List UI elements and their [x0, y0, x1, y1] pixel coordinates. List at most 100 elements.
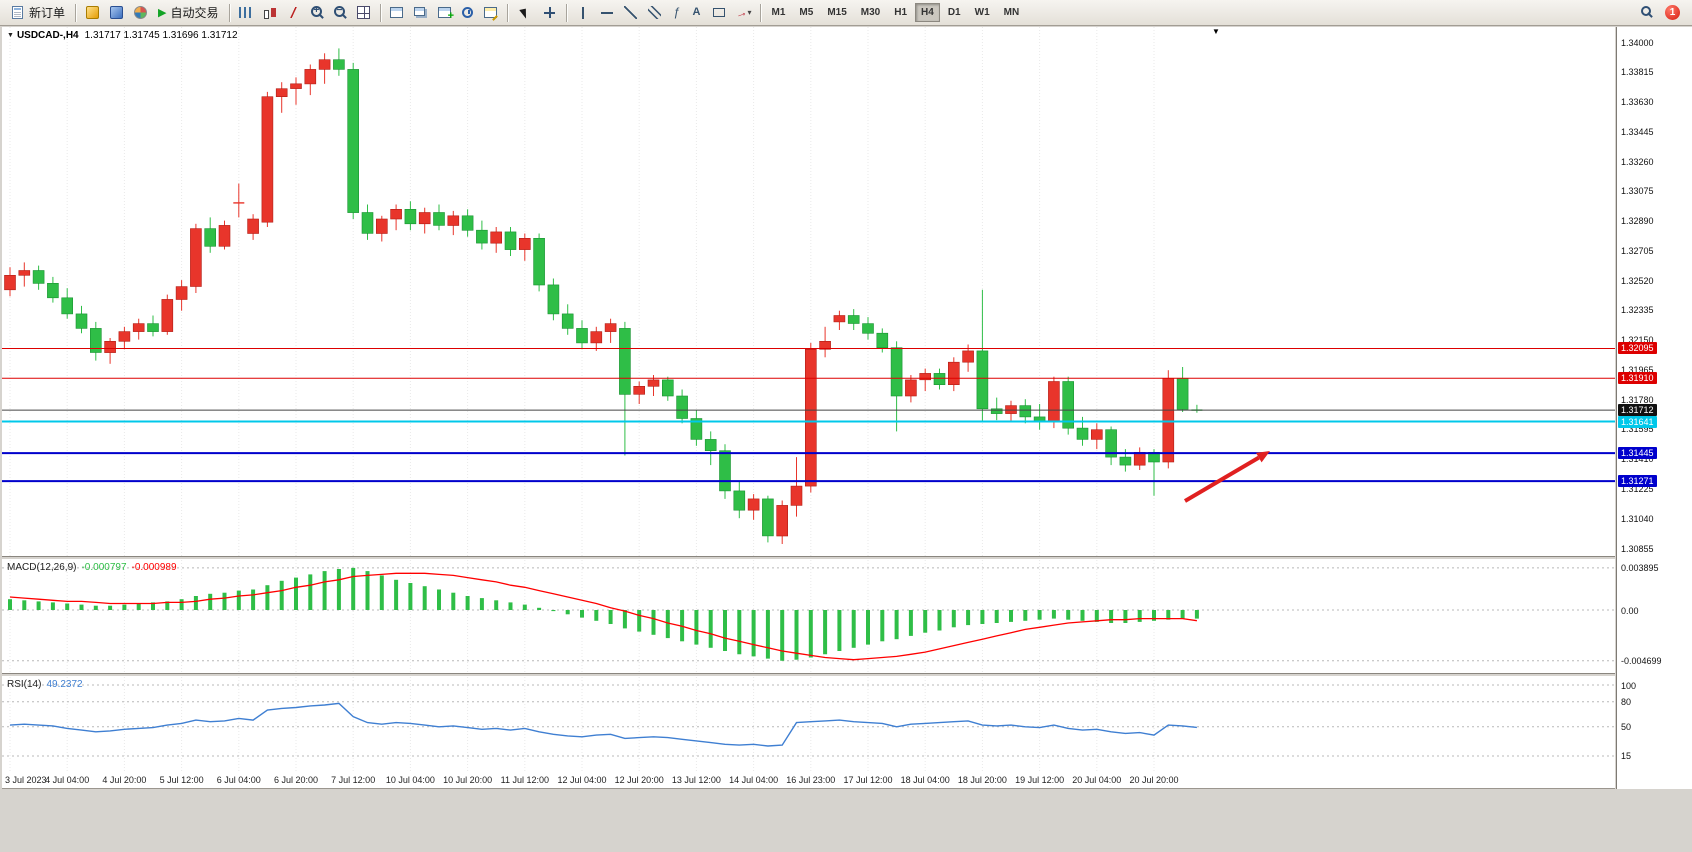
zoom-in-button[interactable] — [306, 1, 329, 25]
price-axis[interactable]: 1.34000 1.33815 1.33630 1.33445 1.33260 1.330… — [1616, 27, 1692, 789]
candle — [4, 267, 16, 297]
timeframe-d1-button[interactable]: D1 — [942, 3, 967, 22]
horizontal-line-tool-button[interactable] — [595, 1, 619, 25]
candle — [633, 381, 646, 404]
candle — [1048, 376, 1060, 429]
indicators-button[interactable] — [433, 1, 457, 25]
rsi-chart[interactable] — [2, 677, 1615, 771]
time-tick-label: 16 Jul 23:00 — [786, 775, 836, 785]
candle — [962, 344, 974, 372]
price-tick-label: 1.34000 — [1621, 37, 1654, 48]
candle — [104, 338, 116, 364]
macd-signal-line — [9, 572, 1197, 661]
zoom-out-button[interactable] — [329, 1, 352, 25]
timeframe-h4-button[interactable]: H4 — [915, 3, 940, 22]
price-level-tag: 1.31271 — [1618, 475, 1657, 488]
templates-button[interactable] — [479, 1, 503, 25]
price-tick-label: 1.32335 — [1621, 305, 1654, 316]
price-tick-label: 1.31595 — [1621, 424, 1654, 435]
line-chart-mode-button[interactable] — [282, 1, 306, 25]
rsi-tick-label: 50 — [1621, 722, 1632, 733]
candle — [361, 204, 374, 240]
tile-windows-button[interactable] — [352, 1, 376, 25]
macd-chart[interactable] — [2, 560, 1615, 673]
timeframe-m15-button[interactable]: M15 — [821, 3, 852, 22]
candle — [704, 431, 717, 466]
candle — [947, 357, 960, 392]
new-chart-button[interactable] — [385, 1, 409, 25]
time-tick-label: 10 Jul 04:00 — [385, 775, 435, 785]
autotrading-button[interactable]: ▶ 自动交易 — [152, 2, 224, 24]
fibonacci-tool-button[interactable]: ƒ — [667, 1, 687, 25]
candle — [433, 204, 445, 231]
new-order-button[interactable]: 新订单 — [4, 2, 71, 24]
candle — [1148, 449, 1160, 496]
trendline-tool-button[interactable] — [619, 1, 643, 25]
candle — [533, 233, 545, 292]
main-chart-panel[interactable]: ▼ USDCAD-,H4 1.31717 1.31745 1.31696 1.317… — [2, 27, 1615, 556]
periods-button[interactable] — [457, 1, 479, 25]
toolbar-separator — [506, 3, 508, 22]
autotrading-icon: ▶ — [158, 6, 167, 19]
macd-main-value: -0.000797 — [81, 562, 127, 573]
candle — [790, 457, 803, 517]
time-tick-label: 12 Jul 20:00 — [614, 775, 664, 785]
candle — [604, 318, 617, 343]
candle — [390, 204, 402, 231]
candle — [1133, 447, 1146, 470]
crosshair-button[interactable] — [538, 1, 562, 25]
chart-shift-marker-icon[interactable]: ▼ — [1212, 27, 1220, 36]
candle — [47, 276, 59, 303]
chart-ohlc-values: 1.31717 1.31745 1.31696 1.31712 — [84, 30, 238, 41]
timeframe-m30-button[interactable]: M30 — [855, 3, 886, 22]
cursor-icon — [518, 6, 531, 19]
rsi-indicator-panel[interactable]: RSI(14) 49.2372 — [2, 677, 1615, 771]
arrow-tool-button[interactable]: → ▾ — [731, 1, 756, 25]
candle — [218, 220, 231, 250]
fibonacci-tool-icon: ƒ — [673, 4, 680, 19]
toolbar-separator — [565, 3, 567, 22]
time-axis[interactable]: 3 Jul 2023 4 Jul 04:00 4 Jul 20:00 5 Jul 12… — [2, 771, 1615, 789]
bar-chart-mode-button[interactable] — [234, 1, 258, 25]
dropdown-caret-icon: ▾ — [747, 8, 752, 17]
timeframe-m1-button[interactable]: M1 — [766, 3, 792, 22]
price-level-tag: 1.31445 — [1618, 447, 1657, 460]
candle — [1005, 400, 1017, 422]
toolbar-separator — [228, 3, 230, 22]
candle — [661, 376, 674, 401]
timeframe-h1-button[interactable]: H1 — [888, 3, 913, 22]
community-button[interactable] — [128, 1, 152, 25]
price-tick-label: 1.30855 — [1621, 543, 1654, 554]
search-button[interactable] — [1636, 1, 1659, 25]
price-chart[interactable] — [2, 27, 1615, 556]
trend-arrow-annotation[interactable] — [1183, 451, 1270, 503]
price-tick-label: 1.31410 — [1621, 454, 1654, 465]
navigator-icon — [109, 6, 123, 19]
frame-tool-button[interactable] — [707, 1, 731, 25]
candle — [318, 53, 331, 84]
timeframe-mn-button[interactable]: MN — [998, 3, 1026, 22]
timeframe-w1-button[interactable]: W1 — [969, 3, 996, 22]
candle — [147, 315, 159, 337]
channel-tool-button[interactable] — [643, 1, 667, 25]
cursor-button[interactable] — [512, 1, 538, 25]
panel-splitter[interactable] — [2, 556, 1615, 560]
text-tool-button[interactable]: A — [687, 1, 707, 25]
rsi-tick-label: 15 — [1621, 751, 1632, 762]
profiles-button[interactable] — [409, 1, 433, 25]
time-tick-label: 4 Jul 20:00 — [102, 775, 147, 785]
macd-indicator-panel[interactable]: MACD(12,26,9) -0.000797 -0.000989 — [2, 560, 1615, 673]
candlestick-mode-button[interactable] — [258, 1, 282, 25]
community-icon — [133, 6, 147, 19]
candle — [905, 375, 917, 403]
price-tick-label: 1.33630 — [1621, 97, 1654, 108]
panel-splitter[interactable] — [2, 673, 1615, 677]
candle — [290, 77, 302, 105]
search-icon — [1641, 5, 1651, 16]
navigator-button[interactable] — [104, 1, 128, 25]
vertical-line-tool-button[interactable] — [571, 1, 595, 25]
timeframe-m5-button[interactable]: M5 — [793, 3, 819, 22]
candle — [476, 220, 488, 250]
notification-badge[interactable]: 1 — [1665, 5, 1680, 20]
metaeditor-button[interactable] — [80, 1, 104, 25]
